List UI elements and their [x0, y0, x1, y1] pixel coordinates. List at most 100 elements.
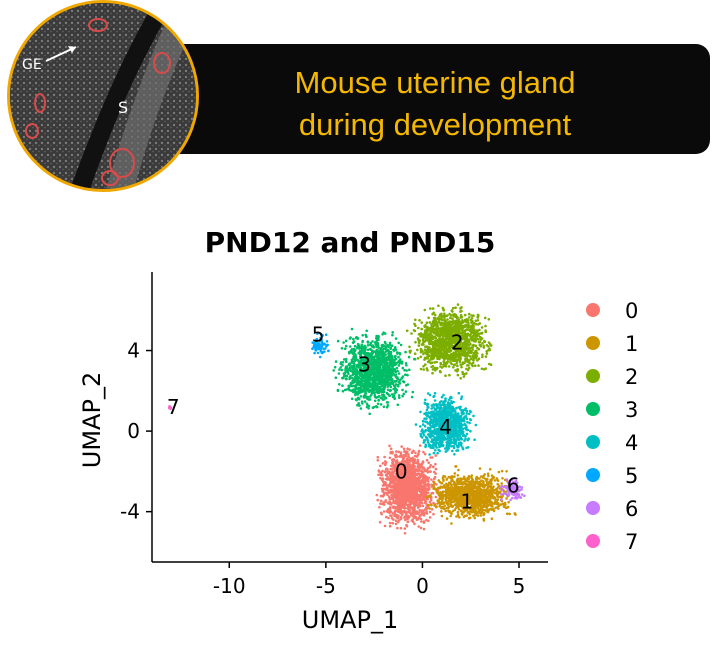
- point: [430, 355, 433, 358]
- point: [414, 340, 417, 344]
- point: [347, 372, 350, 376]
- point: [465, 372, 468, 375]
- point: [500, 469, 504, 473]
- point: [426, 360, 430, 364]
- point: [432, 465, 435, 469]
- point: [397, 514, 400, 518]
- point: [477, 484, 481, 488]
- point: [450, 495, 453, 499]
- point: [420, 321, 424, 324]
- micrograph-image: GE S: [10, 3, 196, 189]
- point: [426, 487, 429, 491]
- point: [428, 466, 432, 469]
- point: [481, 342, 484, 345]
- point: [383, 484, 386, 487]
- point: [425, 326, 429, 329]
- point: [386, 385, 390, 388]
- point: [337, 372, 341, 375]
- point: [502, 505, 506, 508]
- point: [348, 377, 351, 381]
- point: [461, 362, 464, 366]
- point: [397, 355, 400, 359]
- point: [391, 451, 394, 455]
- point: [380, 389, 383, 392]
- point: [359, 395, 363, 398]
- point: [403, 450, 406, 453]
- point: [434, 336, 437, 340]
- point: [418, 319, 421, 322]
- point: [425, 468, 429, 472]
- point: [459, 316, 463, 319]
- point: [444, 509, 448, 513]
- point: [430, 334, 434, 337]
- point: [386, 401, 390, 404]
- point: [352, 337, 355, 341]
- point: [444, 365, 448, 368]
- point: [401, 366, 405, 370]
- point: [490, 474, 494, 478]
- point: [404, 454, 408, 458]
- point: [506, 512, 509, 515]
- point: [361, 334, 365, 337]
- point: [408, 476, 412, 479]
- point: [477, 364, 480, 367]
- point: [469, 342, 472, 346]
- point: [392, 518, 395, 521]
- point: [402, 454, 405, 457]
- point: [389, 347, 392, 351]
- point: [339, 362, 343, 366]
- point: [396, 505, 399, 509]
- point: [380, 472, 383, 476]
- point: [391, 461, 394, 465]
- point: [443, 334, 447, 338]
- point: [469, 318, 473, 322]
- point: [400, 489, 404, 492]
- point: [473, 328, 476, 332]
- point: [442, 494, 446, 498]
- point: [420, 469, 423, 472]
- point: [350, 397, 354, 401]
- point: [334, 376, 338, 380]
- point: [491, 502, 495, 505]
- point: [368, 398, 372, 401]
- point: [420, 327, 424, 331]
- point: [425, 506, 428, 509]
- point: [473, 507, 477, 511]
- point: [351, 361, 355, 364]
- point: [400, 460, 403, 464]
- point: [468, 312, 471, 316]
- point: [382, 480, 386, 484]
- point: [382, 389, 385, 393]
- point: [434, 454, 438, 457]
- point: [508, 512, 512, 516]
- point: [468, 325, 471, 329]
- point: [439, 323, 442, 327]
- point: [388, 508, 392, 511]
- point: [456, 368, 460, 372]
- point: [390, 493, 393, 497]
- point: [461, 320, 465, 323]
- point: [466, 364, 469, 367]
- point: [376, 455, 380, 459]
- point: [356, 337, 360, 340]
- point: [437, 500, 441, 503]
- point: [447, 483, 450, 487]
- point: [444, 374, 447, 378]
- point: [413, 352, 417, 356]
- point: [487, 348, 490, 352]
- point: [383, 455, 386, 459]
- point: [436, 486, 440, 490]
- point: [506, 505, 510, 509]
- point: [422, 450, 425, 454]
- point: [472, 314, 475, 318]
- point: [357, 402, 361, 405]
- point: [365, 329, 369, 333]
- point: [478, 343, 482, 347]
- point: [408, 368, 411, 372]
- point: [431, 371, 434, 375]
- point: [381, 469, 384, 473]
- point: [423, 480, 427, 483]
- point: [376, 498, 380, 502]
- point: [487, 474, 490, 478]
- point: [454, 496, 457, 499]
